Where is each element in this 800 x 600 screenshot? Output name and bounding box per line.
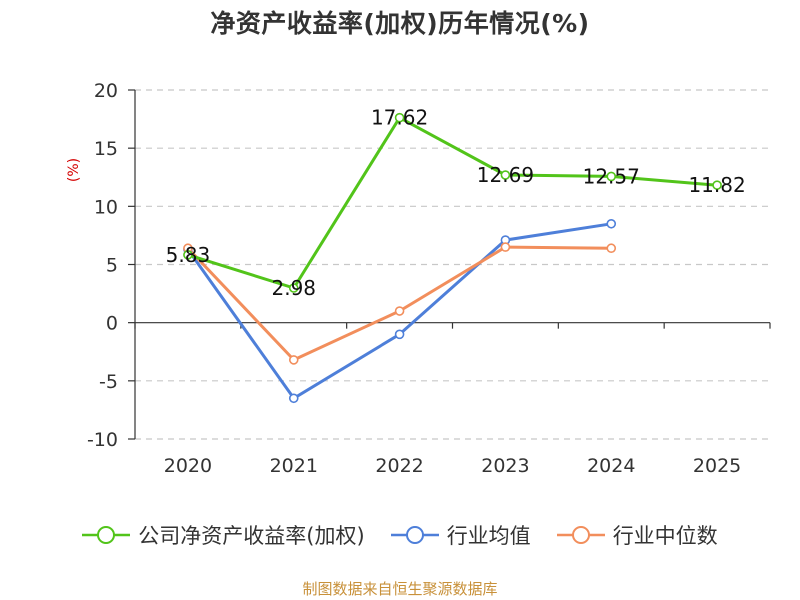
data-label: 2.98 bbox=[271, 276, 316, 300]
data-point bbox=[183, 250, 193, 260]
legend: 公司净资产收益率(加权) 行业均值 行业中位数 bbox=[0, 520, 800, 550]
data-point bbox=[606, 243, 617, 254]
data-label-layer: 5.83 2.98 17.62 12.69 12.57 11.82 bbox=[166, 106, 746, 300]
y-tick-label: -10 bbox=[87, 429, 118, 451]
y-tick-label: 5 bbox=[106, 255, 118, 277]
data-label: 12.57 bbox=[583, 164, 640, 188]
data-point bbox=[712, 180, 722, 190]
y-tick-label: 15 bbox=[94, 138, 118, 160]
legend-item[interactable]: 行业均值 bbox=[390, 520, 531, 550]
grid-layer bbox=[135, 89, 770, 440]
data-point bbox=[606, 171, 617, 182]
legend-item[interactable]: 公司净资产收益率(加权) bbox=[82, 520, 365, 550]
series-layer bbox=[183, 112, 722, 404]
data-point bbox=[288, 283, 299, 293]
data-point bbox=[394, 112, 405, 123]
y-axis-label: (%) bbox=[66, 158, 82, 182]
legend-swatch-marker bbox=[405, 526, 424, 544]
legend-swatch-marker bbox=[97, 526, 116, 544]
chart-title: 净资产收益率(加权)历年情况(%) bbox=[210, 9, 590, 38]
data-point bbox=[288, 393, 299, 404]
data-point bbox=[500, 170, 511, 180]
x-tick-label: 2025 bbox=[693, 455, 741, 477]
x-tick-label: 2021 bbox=[270, 455, 318, 477]
legend-label: 行业均值 bbox=[446, 524, 531, 548]
data-label: 17.62 bbox=[371, 106, 428, 130]
data-point bbox=[606, 218, 617, 229]
y-tick-label: 0 bbox=[106, 313, 118, 335]
legend-swatch-icon bbox=[390, 526, 439, 544]
legend-item[interactable]: 行业中位数 bbox=[556, 520, 718, 550]
data-point bbox=[394, 329, 405, 340]
data-label: 11.82 bbox=[688, 173, 745, 197]
x-tick-label: 2023 bbox=[481, 455, 529, 477]
data-point bbox=[288, 355, 299, 365]
legend-swatch-icon bbox=[82, 526, 131, 544]
data-point bbox=[500, 242, 511, 252]
axis-layer: 20 15 10 5 0 -5 -10 2020 2021 2022 2023 2024 2025 (%) bbox=[66, 80, 771, 477]
y-tick-label: -5 bbox=[99, 371, 118, 393]
data-label: 5.83 bbox=[166, 243, 211, 267]
y-tick-label: 20 bbox=[94, 80, 118, 102]
x-tick-label: 2024 bbox=[587, 455, 635, 477]
legend-label: 公司净资产收益率(加权) bbox=[138, 524, 365, 548]
legend-label: 行业中位数 bbox=[612, 524, 718, 548]
data-label: 12.69 bbox=[477, 163, 534, 187]
y-tick-label: 10 bbox=[94, 196, 118, 218]
data-point bbox=[394, 306, 405, 316]
source-note: 制图数据来自恒生聚源数据库 bbox=[302, 580, 498, 598]
x-tick-label: 2020 bbox=[164, 455, 212, 477]
series-line-0 bbox=[186, 116, 719, 290]
legend-swatch-icon bbox=[556, 526, 605, 544]
legend-swatch-marker bbox=[571, 526, 590, 544]
x-tick-label: 2022 bbox=[375, 455, 423, 477]
